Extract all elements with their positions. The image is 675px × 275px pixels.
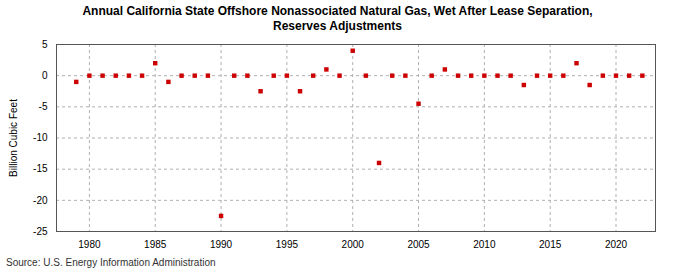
svg-text:2010: 2010: [473, 239, 496, 250]
svg-text:-10: -10: [33, 132, 48, 143]
svg-text:1980: 1980: [78, 239, 101, 250]
svg-text:Billion Cubic Feet: Billion Cubic Feet: [8, 99, 19, 177]
svg-text:2015: 2015: [539, 239, 562, 250]
svg-text:2020: 2020: [605, 239, 628, 250]
svg-text:1995: 1995: [276, 239, 299, 250]
svg-text:-25: -25: [33, 226, 48, 237]
svg-text:5: 5: [42, 39, 48, 50]
svg-text:1990: 1990: [210, 239, 233, 250]
svg-text:0: 0: [42, 70, 48, 81]
svg-text:2005: 2005: [407, 239, 430, 250]
html-text:Source: U.S. Energy Informatio: Source: U.S. Energy Information Administ…: [6, 257, 216, 268]
svg-text:-20: -20: [33, 195, 48, 206]
svg-text:-5: -5: [39, 101, 48, 112]
svg-text:1985: 1985: [144, 239, 167, 250]
svg-text:2000: 2000: [342, 239, 365, 250]
svg-text:-15: -15: [33, 163, 48, 174]
html-text:Annual California State Offsho: Annual California State Offshore Nonasso…: [82, 4, 593, 33]
